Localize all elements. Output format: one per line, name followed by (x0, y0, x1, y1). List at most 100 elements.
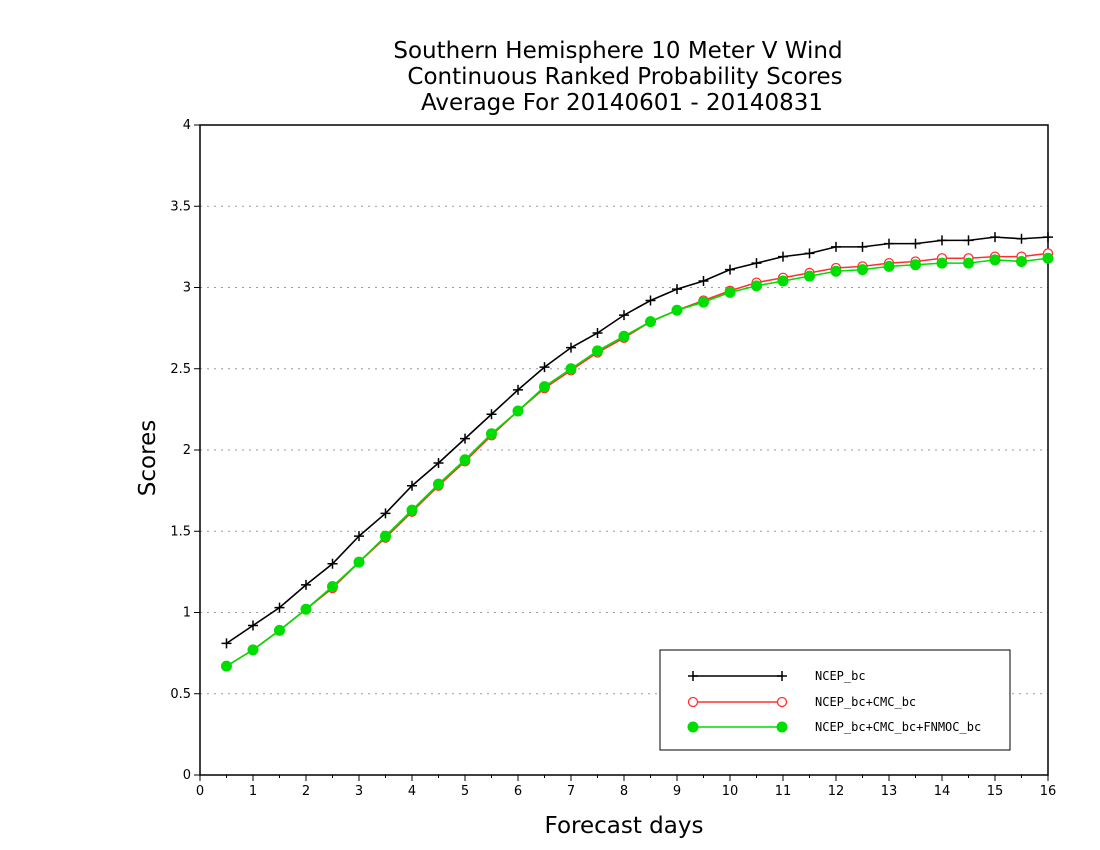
y-tick-label: 3 (183, 281, 191, 296)
data-point (459, 454, 471, 466)
series-line (226, 236, 1049, 645)
data-point (565, 363, 577, 375)
y-tick-label: 1 (183, 606, 191, 621)
x-tick-label: 14 (934, 784, 951, 799)
legend: NCEP_bc NCEP_bc+CMC_bc NCEP_bc+CMC_bc+FNMO… (659, 649, 1011, 751)
data-point (433, 478, 444, 490)
axis-ticks (194, 124, 1049, 781)
data-point (539, 362, 550, 373)
data-point (248, 620, 258, 631)
chart-title-line-2: Continuous Ranked Probability Scores (407, 64, 842, 90)
data-point (884, 238, 894, 249)
data-point (724, 286, 736, 298)
x-tick-label: 6 (514, 784, 522, 799)
x-tick-label: 4 (408, 784, 416, 799)
data-point (247, 644, 259, 656)
data-point (1042, 252, 1054, 264)
data-series (221, 232, 1054, 672)
data-point (671, 304, 683, 316)
data-point (592, 345, 603, 357)
data-point (883, 260, 895, 272)
chart-title-line-1: Southern Hemisphere 10 Meter V Wind (393, 38, 842, 64)
data-point (380, 530, 391, 542)
data-point (936, 257, 948, 269)
legend-marker-start (687, 721, 699, 733)
data-point (857, 241, 868, 252)
data-point (831, 241, 841, 252)
series-ncep-bc (221, 232, 1053, 649)
data-point (645, 295, 656, 306)
data-point (857, 264, 868, 276)
data-point (221, 638, 232, 649)
legend-marker-start (688, 671, 698, 681)
data-point (778, 251, 788, 262)
data-point (512, 405, 524, 417)
legend-entry: NCEP_bc+CMC_bc+FNMOC_bc (687, 720, 981, 734)
chart-title: Southern Hemisphere 10 Meter V Wind Cont… (393, 38, 842, 116)
x-tick-label: 16 (1040, 784, 1057, 799)
data-point (1016, 233, 1027, 244)
data-point (1043, 232, 1053, 243)
data-point (698, 296, 709, 308)
data-point (221, 660, 232, 672)
data-point (989, 254, 1001, 266)
legend-marker-end (776, 696, 788, 708)
data-point (460, 433, 470, 444)
x-tick-label: 1 (249, 784, 257, 799)
data-point (777, 275, 789, 287)
data-point (300, 603, 312, 615)
data-point (963, 257, 974, 269)
data-point (592, 328, 603, 338)
data-point (353, 556, 365, 568)
y-tick-label: 3.5 (170, 199, 191, 214)
legend-entry: NCEP_bc (688, 669, 866, 683)
x-tick-label: 0 (196, 784, 204, 799)
y-tick-label: 2.5 (170, 362, 191, 377)
chart-title-line-3: Average For 20140601 - 20140831 (421, 90, 823, 116)
x-tick-label: 8 (620, 784, 628, 799)
data-point (407, 480, 417, 491)
y-tick-label: 4 (183, 118, 191, 133)
x-tick-label: 12 (828, 784, 845, 799)
x-tick-label: 3 (355, 784, 363, 799)
data-point (433, 458, 444, 468)
data-point (990, 232, 1000, 243)
data-point (751, 280, 762, 292)
legend-label: NCEP_bc (815, 669, 866, 683)
x-tick-label: 11 (775, 784, 792, 799)
legend-marker-start (687, 696, 699, 708)
y-tick-label: 1.5 (170, 524, 191, 539)
gridlines (200, 205, 1048, 695)
y-tick-label: 0.5 (170, 687, 191, 702)
data-point (725, 264, 735, 275)
data-point (963, 235, 974, 246)
data-point (274, 602, 285, 613)
data-point (751, 258, 762, 269)
data-point (619, 310, 629, 321)
data-point (486, 428, 497, 440)
data-point (301, 579, 311, 590)
x-tick-label: 2 (302, 784, 310, 799)
data-point (327, 558, 338, 569)
data-point (698, 276, 709, 286)
data-point (910, 259, 921, 271)
x-axis-label: Forecast days (545, 813, 704, 839)
data-point (566, 342, 576, 353)
y-axis-label: Scores (135, 420, 161, 496)
y-tick-label: 2 (183, 443, 191, 458)
data-point (937, 235, 947, 246)
x-tick-label: 7 (567, 784, 575, 799)
series-line (226, 257, 1049, 667)
data-point (830, 265, 842, 277)
legend-entry: NCEP_bc+CMC_bc (687, 695, 916, 709)
data-point (910, 238, 921, 249)
x-tick-label: 9 (673, 784, 681, 799)
data-point (354, 531, 364, 542)
series-ncep-bc-cmc-bc-fnmoc-bc (221, 252, 1054, 672)
data-point (672, 284, 682, 295)
x-tick-label: 15 (987, 784, 1004, 799)
data-point (1016, 256, 1027, 267)
x-tick-label: 13 (881, 784, 898, 799)
legend-box (659, 649, 1011, 751)
y-axis-tick-labels: 0 0.5 1 1.5 2 2.5 3 3.5 4 (170, 118, 191, 783)
